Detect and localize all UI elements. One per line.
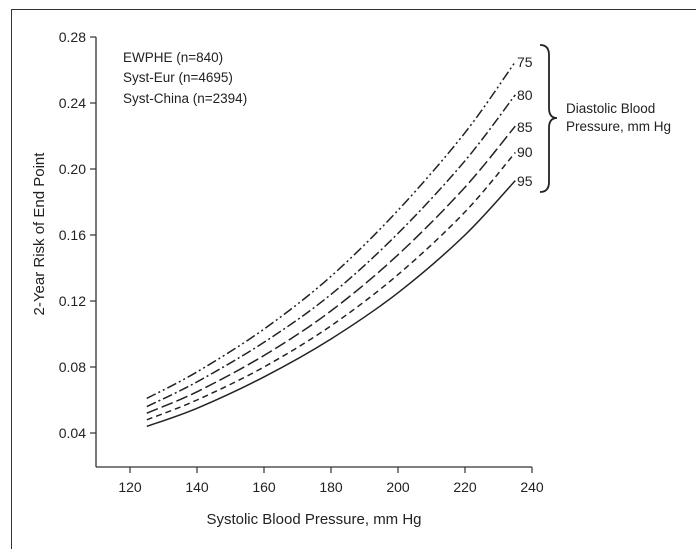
y-tick-label: 0.24 xyxy=(59,95,86,111)
bracket-shape xyxy=(539,44,558,193)
series-line-dbp-95 xyxy=(146,180,516,428)
series-line-dbp-75 xyxy=(146,61,516,400)
legend-entry-syst-china: Syst-China (n=2394) xyxy=(123,91,247,106)
series-line-dbp-85 xyxy=(146,125,516,414)
x-tick-label: 120 xyxy=(118,479,142,495)
series-label-dbp-85: 85 xyxy=(517,119,533,135)
x-tick-label: 180 xyxy=(319,479,343,495)
series-label-dbp-80: 80 xyxy=(517,87,533,103)
chart-frame xyxy=(11,9,696,549)
y-tick-label: 0.16 xyxy=(59,227,86,243)
x-tick-label: 140 xyxy=(185,479,209,495)
y-tick-label: 0.08 xyxy=(59,359,86,375)
y-tick-label: 0.28 xyxy=(59,29,86,45)
series-lines: 75 80 85 90 95 xyxy=(146,54,533,428)
legend-entry-syst-eur: Syst-Eur (n=4695) xyxy=(123,70,233,85)
x-tick-label: 160 xyxy=(252,479,276,495)
bracket-label-line-2: Pressure, mm Hg xyxy=(566,119,671,134)
axes: 120 140 160 180 200 220 240 0.04 0.08 0.12 0.16 0.2… xyxy=(59,29,544,495)
diastolic-bracket: Diastolic Blood Pressure, mm Hg xyxy=(539,44,671,193)
y-tick-label: 0.20 xyxy=(59,161,86,177)
bracket-label-line-1: Diastolic Blood xyxy=(566,101,655,116)
legend: EWPHE (n=840) Syst-Eur (n=4695) Syst-Chi… xyxy=(123,50,247,106)
y-axis-title: 2-Year Risk of End Point xyxy=(31,152,48,316)
y-tick-label: 0.04 xyxy=(59,425,86,441)
x-tick-label: 220 xyxy=(453,479,477,495)
series-line-dbp-90 xyxy=(146,152,516,421)
x-tick-label: 200 xyxy=(386,479,410,495)
series-label-dbp-75: 75 xyxy=(517,54,533,70)
y-tick-label: 0.12 xyxy=(59,293,86,309)
x-tick-label: 240 xyxy=(520,479,544,495)
series-line-dbp-80 xyxy=(146,94,516,408)
risk-line-chart: 120 140 160 180 200 220 240 0.04 0.08 0.12 0.16 0.2… xyxy=(31,29,671,528)
legend-entry-ewphe: EWPHE (n=840) xyxy=(123,50,223,65)
x-axis-title: Systolic Blood Pressure, mm Hg xyxy=(206,511,421,528)
series-label-dbp-90: 90 xyxy=(517,144,533,160)
series-label-dbp-95: 95 xyxy=(517,173,533,189)
